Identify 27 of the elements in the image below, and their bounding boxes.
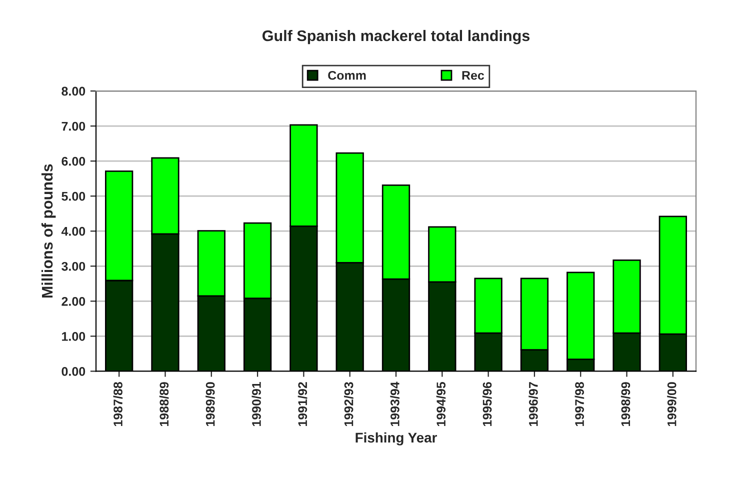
x-tick-label: 1990/91 [252, 382, 262, 426]
x-tick-label: 1995/96 [482, 382, 492, 426]
y-tick-label: 0.00 [62, 367, 86, 376]
chart-title: Gulf Spanish mackerel total landings [262, 30, 530, 44]
legend-label: Comm [328, 70, 366, 80]
y-tick-label: 7.00 [62, 122, 86, 131]
x-tick-label: 1999/00 [667, 382, 676, 426]
x-tick-label: 1993/94 [390, 382, 400, 426]
y-tick-label: 4.00 [61, 226, 86, 236]
x-tick-label: 1992/93 [344, 382, 354, 426]
x-tick-label: 1989/90 [206, 382, 215, 426]
legend-label: Rec [462, 71, 484, 80]
y-tick-label: 6.00 [62, 156, 86, 166]
x-tick-label: 1996/97 [528, 382, 538, 426]
y-tick-label: 2.00 [62, 296, 86, 306]
x-axis-title: Fishing Year [356, 432, 437, 446]
x-tick-label: 1987/88 [113, 382, 123, 426]
x-tick-label: 1991/92 [298, 382, 308, 426]
x-tick-label: 1998/99 [620, 382, 630, 426]
x-tick-label: 1994/95 [436, 382, 446, 426]
y-axis-title: Millions of pounds [41, 164, 56, 298]
x-tick-label: 1997/98 [574, 382, 584, 426]
x-tick-label: 1988/89 [159, 382, 169, 426]
y-tick-label: 3.00 [62, 262, 86, 271]
y-tick-label: 1.00 [62, 332, 86, 341]
y-tick-label: 5.00 [62, 192, 86, 201]
y-tick-label: 8.00 [62, 86, 86, 96]
